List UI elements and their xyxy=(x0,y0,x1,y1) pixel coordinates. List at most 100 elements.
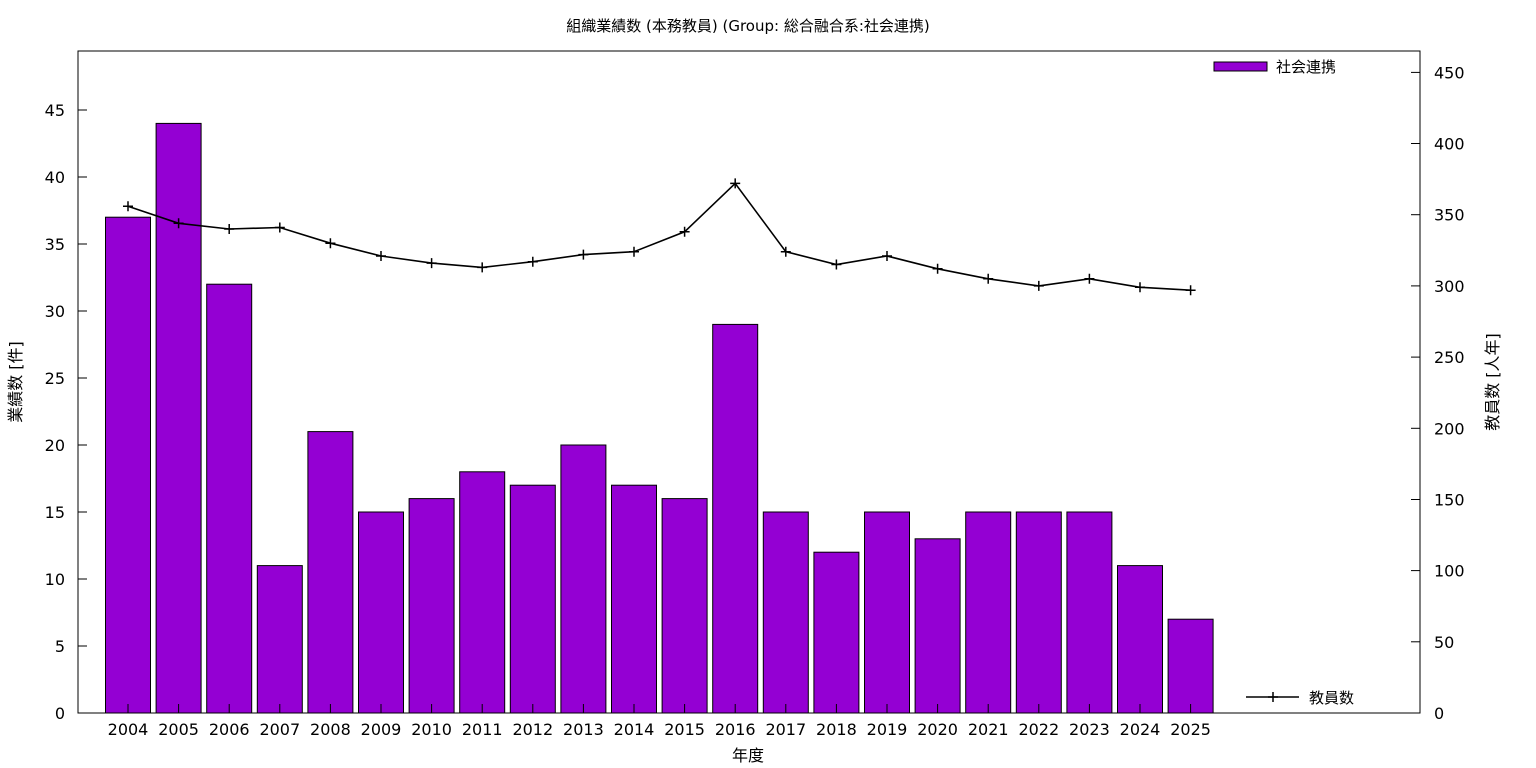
y2-tick-label: 150 xyxy=(1434,491,1465,510)
line-point-2025 xyxy=(1185,285,1196,296)
line-point-2015 xyxy=(679,226,690,237)
y-tick-label: 45 xyxy=(45,101,65,120)
plot-frame xyxy=(77,50,1421,714)
line-point-2011 xyxy=(477,262,488,273)
bar-2021 xyxy=(965,511,1012,714)
x-tick-label: 2024 xyxy=(1120,720,1161,739)
x-tick-label: 2012 xyxy=(512,720,553,739)
bars-layer xyxy=(105,122,1214,714)
bar-2024 xyxy=(1117,565,1163,714)
x-tick-label: 2021 xyxy=(968,720,1009,739)
y2-tick-label: 250 xyxy=(1434,348,1465,367)
x-tick-label: 2011 xyxy=(462,720,503,739)
x-tick-label: 2017 xyxy=(765,720,806,739)
x-tick-label: 2015 xyxy=(664,720,705,739)
line-point-2020 xyxy=(932,263,943,274)
x-tick-label: 2023 xyxy=(1069,720,1110,739)
bar-2019 xyxy=(864,511,910,714)
y2-tick-label: 0 xyxy=(1434,704,1444,723)
ticks-layer: 0510152025303540450501001502002503003504… xyxy=(45,63,1465,739)
line-point-2008 xyxy=(325,238,336,249)
bar-2015 xyxy=(661,498,708,714)
line-layer xyxy=(123,178,1196,296)
x-tick-label: 2018 xyxy=(816,720,857,739)
x-tick-label: 2004 xyxy=(108,720,149,739)
x-tick-label: 2014 xyxy=(614,720,655,739)
bar-2018 xyxy=(813,551,860,714)
y-tick-label: 35 xyxy=(45,235,65,254)
bar-2014 xyxy=(611,484,657,714)
legend-line: 教員数 xyxy=(1246,689,1354,707)
line-point-2010 xyxy=(426,258,437,269)
legend-bar-label: 社会連携 xyxy=(1276,58,1336,76)
y2-axis-label: 教員数 [人年] xyxy=(1483,333,1502,431)
bar-2022 xyxy=(1015,511,1062,714)
line-point-2022 xyxy=(1033,280,1044,291)
x-tick-label: 2005 xyxy=(158,720,199,739)
bar-2020 xyxy=(914,538,961,714)
line-point-2005 xyxy=(173,218,184,229)
line-point-2024 xyxy=(1135,282,1145,293)
bar-2005 xyxy=(155,122,202,714)
x-tick-label: 2020 xyxy=(917,720,958,739)
y2-tick-label: 100 xyxy=(1434,562,1465,581)
bar-2012 xyxy=(509,484,556,714)
y-tick-label: 15 xyxy=(45,503,65,522)
bar-2013 xyxy=(560,444,607,714)
x-tick-label: 2009 xyxy=(361,720,402,739)
legend-bars: 社会連携 xyxy=(1213,58,1336,76)
bar-2017 xyxy=(762,511,809,714)
legend-line-label: 教員数 xyxy=(1309,689,1354,707)
y2-tick-label: 200 xyxy=(1434,419,1465,438)
y-tick-label: 25 xyxy=(45,369,65,388)
bar-2025 xyxy=(1167,618,1214,714)
chart-title: 組織業績数 (本務教員) (Group: 総合融合系:社会連携) xyxy=(566,17,930,35)
line-point-2007 xyxy=(274,222,285,233)
bar-2023 xyxy=(1066,511,1113,714)
x-tick-label: 2006 xyxy=(209,720,250,739)
line-point-2012 xyxy=(527,256,538,267)
bar-2009 xyxy=(358,511,404,714)
x-tick-label: 2010 xyxy=(411,720,452,739)
x-tick-label: 2008 xyxy=(310,720,351,739)
x-tick-label: 2022 xyxy=(1018,720,1059,739)
y-tick-label: 5 xyxy=(55,637,65,656)
line-point-2018 xyxy=(831,259,842,270)
line-teachers xyxy=(127,182,1191,291)
line-point-2021 xyxy=(983,273,994,284)
line-point-2006 xyxy=(224,224,235,234)
legend-bar-swatch xyxy=(1213,61,1268,72)
x-tick-label: 2016 xyxy=(715,720,756,739)
bar-2010 xyxy=(408,498,455,714)
y2-tick-label: 50 xyxy=(1434,633,1454,652)
bar-2004 xyxy=(105,216,151,714)
y-tick-label: 10 xyxy=(45,570,65,589)
y2-tick-label: 350 xyxy=(1434,206,1465,225)
line-point-2014 xyxy=(629,246,639,257)
line-point-2023 xyxy=(1084,273,1095,284)
x-tick-label: 2013 xyxy=(563,720,604,739)
x-tick-label: 2007 xyxy=(259,720,300,739)
y-tick-label: 30 xyxy=(45,302,65,321)
y2-tick-label: 400 xyxy=(1434,135,1465,154)
bar-2016 xyxy=(712,323,759,714)
line-point-2016 xyxy=(730,178,741,189)
line-point-2009 xyxy=(376,251,386,261)
y-tick-label: 0 xyxy=(55,704,65,723)
x-tick-label: 2025 xyxy=(1170,720,1211,739)
x-tick-label: 2019 xyxy=(867,720,908,739)
bar-2008 xyxy=(307,431,354,714)
bar-2006 xyxy=(206,283,253,714)
line-point-2017 xyxy=(780,246,791,257)
y-axis-label: 業績数 [件] xyxy=(6,341,25,423)
line-point-2004 xyxy=(123,201,133,212)
y-tick-label: 20 xyxy=(45,436,65,455)
y-tick-label: 40 xyxy=(45,168,65,187)
y2-tick-label: 450 xyxy=(1434,63,1465,82)
y2-tick-label: 300 xyxy=(1434,277,1465,296)
bar-2007 xyxy=(256,565,303,714)
line-point-2013 xyxy=(578,249,589,260)
line-point-2019 xyxy=(882,251,892,261)
x-axis-label: 年度 xyxy=(732,746,764,765)
